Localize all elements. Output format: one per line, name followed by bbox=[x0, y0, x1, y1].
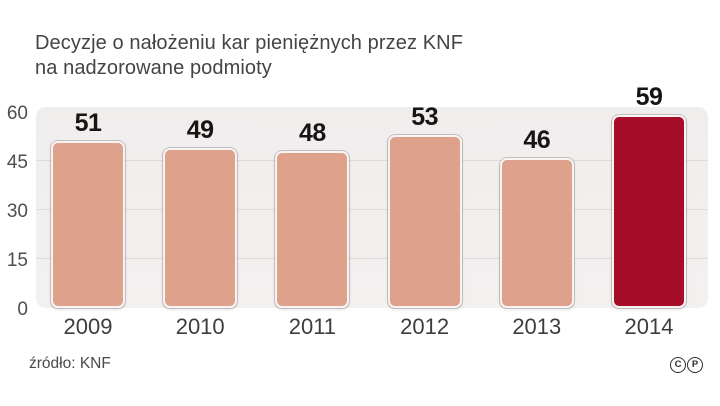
x-tick-label: 2010 bbox=[175, 314, 225, 339]
bar-value-label: 49 bbox=[186, 115, 214, 144]
x-tick-label: 2011 bbox=[288, 314, 337, 339]
chart-title: Decyzje o nałożeniu kar pieniężnych prze… bbox=[35, 31, 463, 80]
bar-2014 bbox=[612, 115, 686, 308]
gridline-30 bbox=[36, 209, 708, 210]
source-label: źródło: KNF bbox=[29, 355, 111, 372]
bar-2011 bbox=[275, 151, 350, 308]
y-tick-label: 0 bbox=[17, 299, 28, 320]
bar-2009 bbox=[51, 141, 125, 308]
copyright-p-icon: P bbox=[687, 357, 703, 373]
bar-value-label: 59 bbox=[635, 83, 663, 112]
y-tick-label: 15 bbox=[6, 250, 28, 271]
y-tick-label: 60 bbox=[6, 103, 28, 124]
chart-title-line1: Decyzje o nałożeniu kar pieniężnych prze… bbox=[35, 32, 464, 54]
gridline-15 bbox=[36, 258, 708, 259]
copyright-c-icon: C bbox=[670, 357, 686, 373]
bar-value-label: 46 bbox=[523, 125, 551, 154]
x-tick-label: 2013 bbox=[512, 314, 562, 339]
x-tick-label: 2012 bbox=[400, 314, 450, 339]
bars-layer: 51 49 48 53 46 59 bbox=[36, 83, 708, 308]
bar-value-label: 48 bbox=[298, 119, 326, 148]
bar-2013 bbox=[499, 157, 574, 308]
bar-value-label: 53 bbox=[411, 102, 438, 131]
plot-panel bbox=[36, 107, 708, 308]
y-tick-label: 30 bbox=[6, 201, 28, 222]
x-tick-label: 2014 bbox=[624, 314, 674, 339]
bar-2012 bbox=[387, 134, 462, 308]
chart-title-line2: na nadzorowane podmioty bbox=[35, 56, 272, 79]
x-tick-label: 2009 bbox=[63, 314, 113, 339]
gridline-45 bbox=[36, 160, 708, 161]
y-tick-label: 45 bbox=[6, 152, 28, 173]
bar-value-label: 51 bbox=[74, 109, 102, 138]
bar-2010 bbox=[163, 147, 238, 308]
